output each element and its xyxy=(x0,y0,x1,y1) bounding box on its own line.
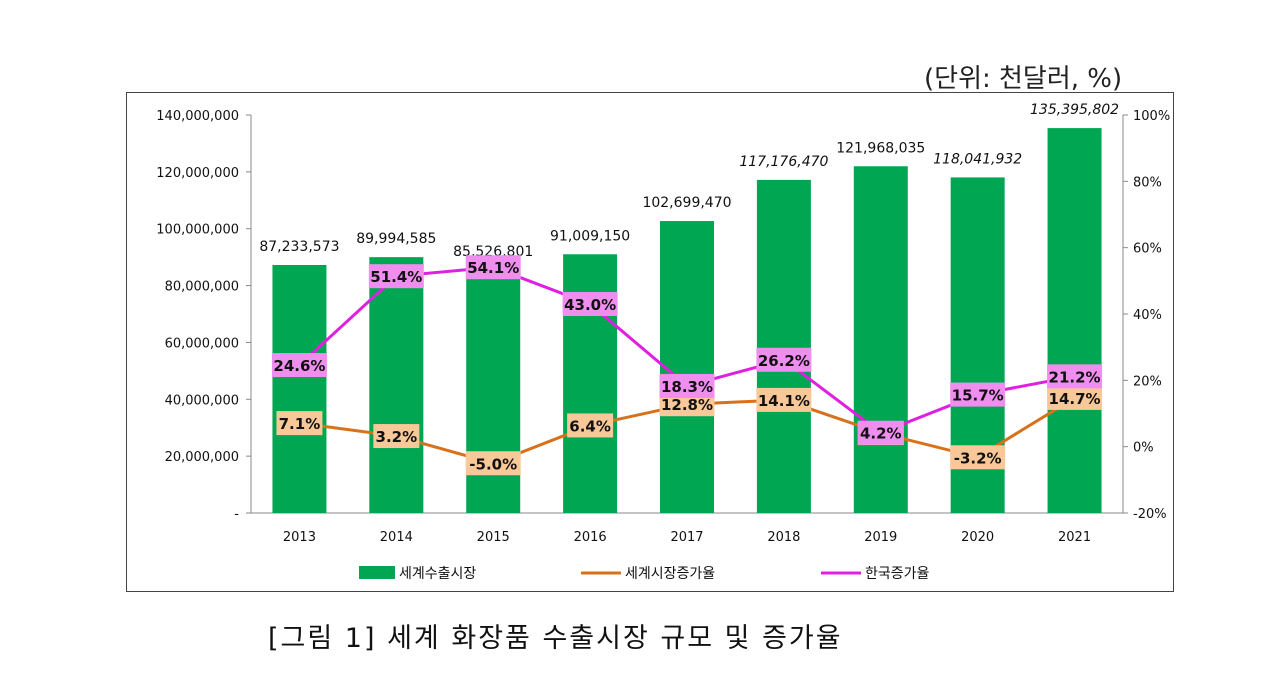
chart-canvas: - 20,000,000 40,000,000 60,000,000 80,000,00… xyxy=(156,102,1170,582)
x-tick-label: 2021 xyxy=(1058,530,1091,545)
world-growth-label-box xyxy=(567,413,614,438)
left-tick-label: 20,000,000 xyxy=(165,450,239,465)
right-tick-label: 100% xyxy=(1133,109,1170,124)
korea-growth-data-label: 54.1% xyxy=(467,259,519,277)
bar xyxy=(272,265,327,513)
korea-growth-data-label: 51.4% xyxy=(370,268,422,286)
bar xyxy=(660,221,714,513)
world-growth-label-box xyxy=(465,451,521,476)
korea-growth-label-box xyxy=(756,347,812,372)
x-tick-label: 2013 xyxy=(283,530,316,545)
unit-note: (단위: 천달러, %) xyxy=(924,64,1123,94)
korea-growth-label-box xyxy=(950,382,1006,407)
bar xyxy=(756,179,811,513)
bar xyxy=(466,269,521,513)
bar-value-label: 91,009,150 xyxy=(550,228,630,244)
right-tick-label: 60% xyxy=(1133,242,1162,257)
left-tick-label: 60,000,000 xyxy=(165,336,239,351)
x-tick-label: 2018 xyxy=(767,530,800,545)
korea-growth-label-box xyxy=(659,373,715,398)
world-growth-data-label: 14.1% xyxy=(758,392,810,410)
world-growth-label-box xyxy=(756,387,812,412)
left-tick-label: 120,000,000 xyxy=(156,166,239,181)
korea-growth-label-box xyxy=(857,420,904,445)
right-tick-label: 20% xyxy=(1133,374,1162,389)
korea-growth-data-label: 4.2% xyxy=(860,425,902,443)
korea-growth-data-label: 15.7% xyxy=(952,387,1004,405)
x-tick-label: 2020 xyxy=(961,530,994,545)
bar xyxy=(369,257,424,513)
korea-growth-label-box xyxy=(271,353,327,378)
korea-growth-data-label: 43.0% xyxy=(564,296,616,314)
legend-label: 한국증가율 xyxy=(865,566,930,582)
legend-bar-swatch xyxy=(359,566,395,579)
world-growth-data-label: 6.4% xyxy=(569,417,611,435)
right-tick-label: 0% xyxy=(1133,441,1154,456)
left-tick-label: 140,000,000 xyxy=(156,109,239,124)
left-tick-label: 40,000,000 xyxy=(165,393,239,408)
world-growth-label-box xyxy=(276,411,323,436)
korea-growth-label-box xyxy=(562,292,618,317)
world-growth-data-label: 14.7% xyxy=(1049,390,1101,408)
bar xyxy=(1047,128,1102,513)
bar-value-label: 135,395,802 xyxy=(1030,102,1119,118)
figure-caption: [그림 1] 세계 화장품 수출시장 규모 및 증가율 xyxy=(268,623,843,654)
legend-label: 세계시장증가율 xyxy=(625,566,715,582)
world-growth-data-label: -5.0% xyxy=(469,455,517,473)
x-tick-label: 2014 xyxy=(380,530,413,545)
chart-frame: - 20,000,000 40,000,000 60,000,000 80,000,00… xyxy=(126,92,1174,592)
right-tick-label: 40% xyxy=(1133,308,1162,323)
korea-growth-data-label: 24.6% xyxy=(273,357,325,375)
bar-value-label: 121,968,035 xyxy=(836,140,925,156)
korea-growth-data-label: 21.2% xyxy=(1049,368,1101,386)
x-tick-label: 2017 xyxy=(670,530,703,545)
legend-label: 세계수출시장 xyxy=(399,566,476,582)
left-tick-label: 100,000,000 xyxy=(156,223,239,238)
world-growth-label-box xyxy=(950,445,1006,470)
korea-growth-label-box xyxy=(368,264,424,289)
world-growth-label-box xyxy=(1047,385,1103,410)
world-growth-data-label: 3.2% xyxy=(376,428,418,446)
korea-growth-data-label: 26.2% xyxy=(758,352,810,370)
bar-value-label: 117,176,470 xyxy=(739,154,828,170)
bar-value-label: 87,233,573 xyxy=(259,239,339,255)
right-tick-label: 80% xyxy=(1133,175,1162,190)
x-tick-label: 2015 xyxy=(477,530,510,545)
bar-value-label: 118,041,932 xyxy=(933,151,1022,167)
korea-growth-label-box xyxy=(465,255,521,280)
right-tick-label: -20% xyxy=(1133,507,1167,522)
x-tick-label: 2019 xyxy=(864,530,897,545)
x-tick-label: 2016 xyxy=(574,530,607,545)
bar xyxy=(853,166,908,513)
bar-value-label: 89,994,585 xyxy=(356,231,436,247)
world-growth-data-label: -3.2% xyxy=(954,449,1002,467)
bar-value-label: 102,699,470 xyxy=(642,195,731,211)
world-growth-data-label: 12.8% xyxy=(661,396,713,414)
korea-growth-data-label: 18.3% xyxy=(661,378,713,396)
korea-growth-label-box xyxy=(1047,364,1103,389)
left-tick-label: 80,000,000 xyxy=(165,280,239,295)
left-tick-label: - xyxy=(234,507,239,522)
world-growth-data-label: 7.1% xyxy=(279,415,321,433)
world-growth-label-box xyxy=(373,424,420,449)
